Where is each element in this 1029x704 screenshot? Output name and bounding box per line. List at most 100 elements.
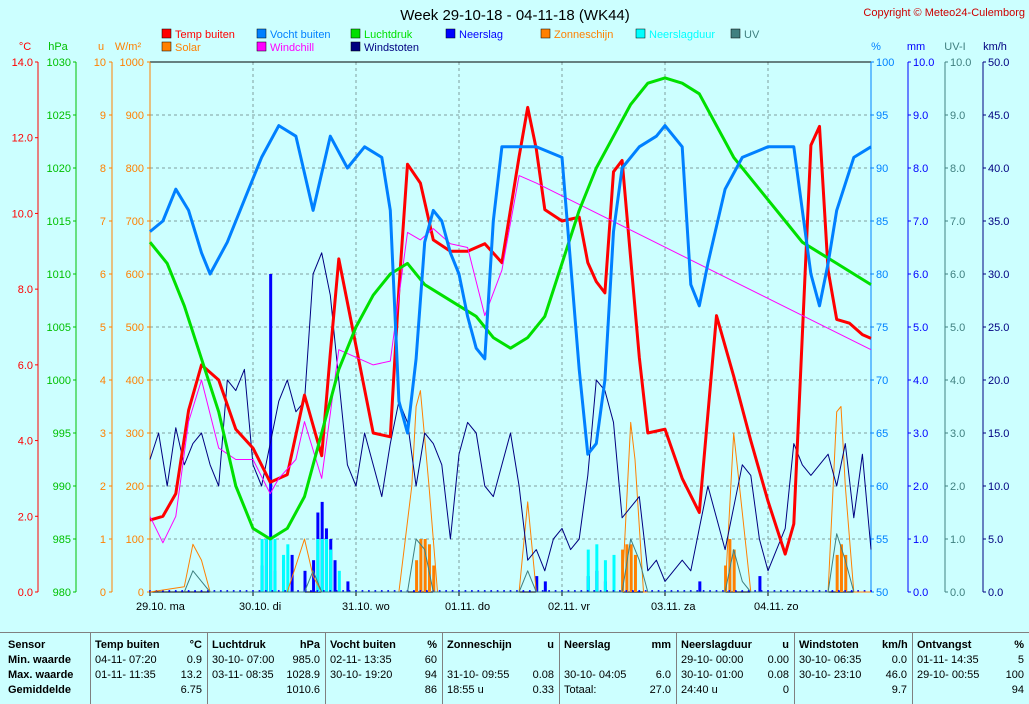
wind-tick-label: 25.0 [988, 322, 1009, 334]
wind-tick-label: 0.0 [988, 587, 1003, 599]
stats-value: 94 [1011, 684, 1024, 696]
wind-tick-label: 45.0 [988, 110, 1009, 122]
solar-tick-label: 900 [126, 110, 144, 122]
bar-neerslagduur [337, 570, 341, 592]
day-label: 03.11. za [651, 601, 696, 613]
temp-tick-label: 4.0 [18, 436, 33, 448]
legend-swatch [445, 28, 456, 39]
pressure-tick-label: 995 [53, 428, 71, 440]
stats-value: 9.7 [891, 684, 907, 696]
stats-row-label: Min. waarde [8, 654, 71, 666]
day-label: 04.11. zo [754, 601, 798, 613]
rain-tick-label: 10.0 [913, 57, 934, 69]
rain-baseline-dot [174, 590, 177, 592]
stats-row-label: Max. waarde [8, 669, 74, 681]
bar-zonneschijn [633, 554, 637, 592]
temp-tick-label: 8.0 [18, 284, 33, 296]
bar-zonneschijn [728, 539, 732, 592]
rain-baseline-dot [631, 590, 634, 592]
bar-neerslagduur [320, 539, 324, 592]
humidity-tick-label: 90 [876, 163, 888, 175]
stats-time: 18:55 u [447, 684, 484, 696]
uv-tick-label: 1.0 [950, 534, 965, 546]
bar-neerslag [290, 554, 294, 592]
rain-baseline-dot [844, 590, 847, 592]
solar-tick-label: 0 [138, 587, 144, 599]
solar-tick-label: 200 [126, 481, 144, 493]
pressure-axis-unit: hPa [48, 41, 68, 53]
bar-neerslag [346, 581, 350, 592]
wind-tick-label: 5.0 [988, 534, 1003, 546]
stats-col-unit: % [427, 639, 437, 651]
pressure-tick-label: 1010 [47, 269, 71, 281]
vocht-buiten-line [149, 124, 872, 456]
rain-baseline-dot [522, 590, 525, 592]
bar-neerslagduur [260, 539, 264, 592]
stats-time: 30-10- 07:00 [212, 654, 275, 666]
rain-axis-unit: mm [907, 41, 925, 53]
stats-col-unit: hPa [299, 639, 320, 651]
legend-label: UV [744, 29, 760, 41]
stats-value: 0.08 [532, 669, 554, 681]
stats-time: 01-11- 11:35 [95, 669, 156, 681]
uv-tick-label: 3.0 [950, 428, 965, 440]
rain-baseline-dot [425, 590, 428, 592]
rain-tick-label: 3.0 [913, 428, 928, 440]
pressure-tick-label: 1025 [47, 110, 71, 122]
humidity-tick-label: 65 [876, 428, 888, 440]
stats-time: 30-10- 04:05 [564, 669, 627, 681]
stats-value: 94 [424, 669, 437, 681]
stats-time: 30-10- 19:20 [330, 669, 393, 681]
solar-tick-label: 600 [126, 269, 144, 281]
bar-neerslagduur [324, 539, 328, 592]
legend-swatch [350, 41, 361, 52]
bar-neerslagduur [603, 560, 607, 592]
rain-baseline-dot [316, 590, 319, 592]
humidity-tick-label: 55 [876, 534, 888, 546]
sun-tick-label: 4 [100, 375, 106, 387]
bar-zonneschijn [839, 544, 843, 592]
rain-baseline-dot [168, 590, 171, 592]
bar-neerslagduur [273, 539, 277, 592]
day-label: 02.11. vr [548, 601, 590, 613]
solar-tick-label: 100 [126, 534, 144, 546]
stats-value: 5 [1017, 654, 1024, 666]
stats-value: 13.2 [180, 669, 202, 681]
legend-label: Luchtdruk [364, 29, 413, 41]
legend-swatch [256, 41, 267, 52]
stats-table: Sensor Min. waarde Max. waarde Gemiddelde Te… [0, 632, 1029, 704]
rain-baseline-dot [181, 590, 184, 592]
stats-value: 6.0 [655, 669, 671, 681]
day-label: 30.10. di [239, 601, 281, 613]
legend-label: Windchill [270, 42, 314, 54]
legend-label: Solar [175, 42, 201, 54]
wind-tick-label: 15.0 [988, 428, 1009, 440]
uv-tick-label: 6.0 [950, 269, 965, 281]
wind-tick-label: 35.0 [988, 216, 1009, 228]
sun-tick-label: 1 [100, 534, 106, 546]
wind-axis-unit: km/h [983, 41, 1007, 53]
bar-zonneschijn [432, 565, 436, 592]
humidity-tick-label: 100 [876, 57, 894, 69]
legend-swatch [256, 28, 267, 39]
stats-value: 1010.6 [286, 684, 320, 696]
stats-value: 0.0 [891, 654, 907, 666]
stats-value: 27.0 [649, 684, 671, 696]
stats-value: 0.08 [767, 669, 789, 681]
rain-tick-label: 1.0 [913, 534, 928, 546]
stats-col-unit: km/h [882, 639, 908, 651]
stats-column [325, 632, 443, 704]
solar-tick-label: 300 [126, 428, 144, 440]
uv-tick-label: 5.0 [950, 322, 965, 334]
sun-axis-unit: u [98, 41, 104, 53]
bar-neerslagduur [269, 539, 273, 592]
stats-value: 1028.9 [286, 669, 320, 681]
stats-time: 02-11- 13:35 [330, 654, 392, 666]
rain-tick-label: 4.0 [913, 375, 928, 387]
windstoten-line [149, 252, 872, 582]
stats-col-name: Neerslag [564, 639, 611, 651]
bar-zonneschijn [844, 554, 848, 592]
sun-tick-label: 5 [100, 322, 106, 334]
day-label: 29.10. ma [136, 601, 186, 613]
rain-tick-label: 8.0 [913, 163, 928, 175]
